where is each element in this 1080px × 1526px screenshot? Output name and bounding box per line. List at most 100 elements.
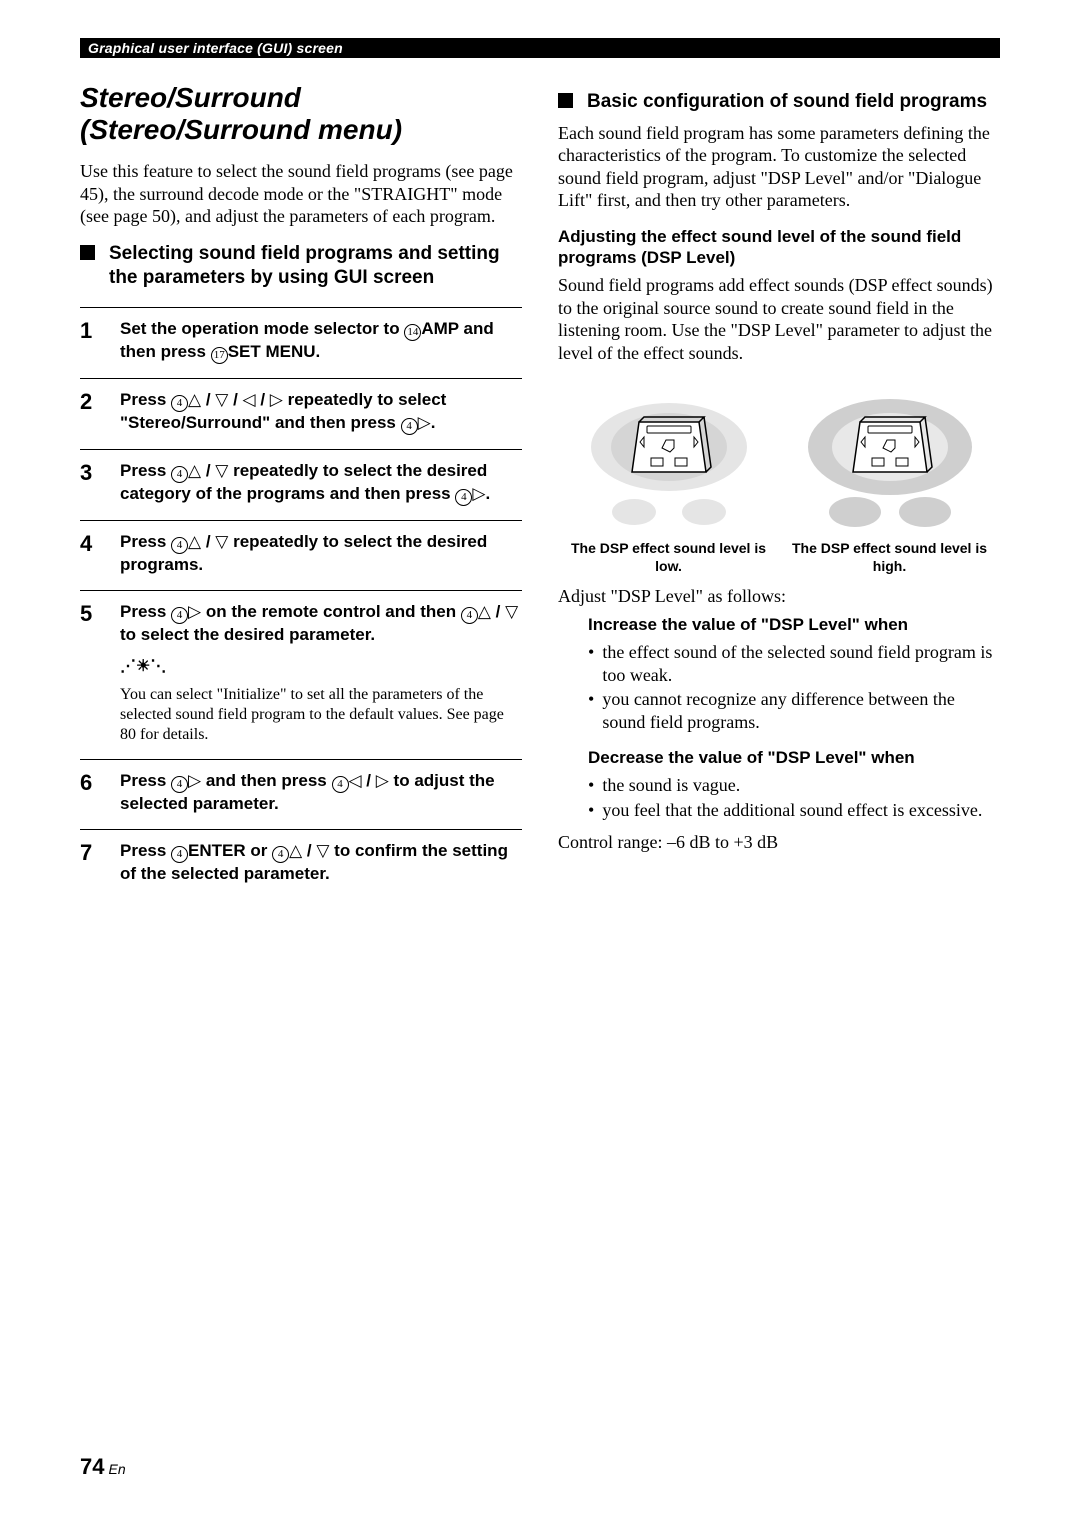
step-body: Press 4△ / ▽ repeatedly to select the de… [120, 460, 522, 506]
step-number: 4 [80, 531, 102, 576]
subhead-row: Selecting sound field programs and setti… [80, 242, 522, 290]
left-icon: ◁ [243, 389, 256, 411]
step-text: Press [120, 771, 171, 790]
step-text: SET MENU [228, 342, 316, 361]
down-icon: ▽ [505, 601, 518, 623]
bullet-text: the sound is vague. [602, 774, 740, 797]
circled-14-icon: 14 [404, 324, 421, 341]
right-icon: ▷ [472, 483, 485, 505]
circled-17-icon: 17 [211, 347, 228, 364]
section-title: Stereo/Surround (Stereo/Surround menu) [80, 82, 522, 146]
step-2: 2 Press 4△ / ▽ / ◁ / ▷ repeatedly to sel… [80, 378, 522, 449]
bullet-text: the effect sound of the selected sound f… [602, 641, 1000, 686]
step-note: You can select "Initialize" to set all t… [120, 685, 522, 745]
step-text: to select the desired parameter. [120, 625, 375, 644]
right-icon: ▷ [270, 389, 283, 411]
down-icon: ▽ [316, 840, 329, 862]
adjust-line: Adjust "DSP Level" as follows: [558, 585, 1000, 608]
right-icon: ▷ [188, 770, 201, 792]
step-text: . [316, 342, 321, 361]
up-icon: △ [289, 840, 302, 862]
list-item: you feel that the additional sound effec… [588, 799, 1000, 822]
para1: Each sound field program has some parame… [558, 122, 1000, 212]
diagram-high: The DSP effect sound level is high. [790, 382, 990, 575]
intro-text: Use this feature to select the sound fie… [80, 160, 522, 228]
step-text: Press [120, 602, 171, 621]
step-text: . [431, 413, 436, 432]
header-bar: Graphical user interface (GUI) screen [80, 38, 1000, 58]
circled-4-icon: 4 [171, 846, 188, 863]
step-6: 6 Press 4▷ and then press 4◁ / ▷ to adju… [80, 759, 522, 829]
step-text: ENTER [188, 841, 246, 860]
circled-4-icon: 4 [171, 466, 188, 483]
down-icon: ▽ [215, 531, 228, 553]
step-body: Set the operation mode selector to 14AMP… [120, 318, 522, 364]
decrease-list: the sound is vague. you feel that the ad… [588, 774, 1000, 821]
decrease-head: Decrease the value of "DSP Level" when [588, 747, 1000, 768]
step-number: 7 [80, 840, 102, 885]
step-number: 5 [80, 601, 102, 745]
dsp-high-icon [805, 382, 975, 532]
step-number: 1 [80, 318, 102, 364]
step-text: Press [120, 390, 171, 409]
step-7: 7 Press 4ENTER or 4△ / ▽ to confirm the … [80, 829, 522, 899]
subhead: Basic configuration of sound field progr… [587, 90, 987, 114]
list-item: the sound is vague. [588, 774, 1000, 797]
circled-4-icon: 4 [332, 776, 349, 793]
step-text: Press [120, 532, 171, 551]
circled-4-icon: 4 [272, 846, 289, 863]
up-icon: △ [188, 531, 201, 553]
step-body: Press 4▷ and then press 4◁ / ▷ to adjust… [120, 770, 522, 815]
circled-4-icon: 4 [461, 607, 478, 624]
list-item: the effect sound of the selected sound f… [588, 641, 1000, 686]
up-icon: △ [478, 601, 491, 623]
step-text: Press [120, 841, 171, 860]
page-num-value: 74 [80, 1454, 104, 1479]
caption-high: The DSP effect sound level is high. [790, 540, 990, 575]
bullet-text: you feel that the additional sound effec… [602, 799, 982, 822]
step-number: 6 [80, 770, 102, 815]
step-text: Press [120, 461, 171, 480]
diagram-low: The DSP effect sound level is low. [569, 382, 769, 575]
para2: Sound field programs add effect sounds (… [558, 274, 1000, 364]
right-column: Basic configuration of sound field progr… [558, 82, 1000, 900]
dsp-low-icon [584, 382, 754, 532]
step-list: 1 Set the operation mode selector to 14A… [80, 307, 522, 899]
step-text: Set the operation mode selector to [120, 319, 404, 338]
step-4: 4 Press 4△ / ▽ repeatedly to select the … [80, 520, 522, 590]
up-icon: △ [188, 389, 201, 411]
down-icon: ▽ [215, 460, 228, 482]
step-body: Press 4ENTER or 4△ / ▽ to confirm the se… [120, 840, 522, 885]
square-bullet-icon [558, 93, 573, 108]
circled-4-icon: 4 [171, 607, 188, 624]
up-icon: △ [188, 460, 201, 482]
step-5: 5 Press 4▷ on the remote control and the… [80, 590, 522, 759]
left-icon: ◁ [349, 770, 362, 792]
step-body: Press 4▷ on the remote control and then … [120, 601, 522, 745]
content-columns: Stereo/Surround (Stereo/Surround menu) U… [80, 82, 1000, 900]
step-number: 2 [80, 389, 102, 435]
right-icon: ▷ [376, 770, 389, 792]
step-text: . [485, 484, 490, 503]
caption-low: The DSP effect sound level is low. [569, 540, 769, 575]
step-number: 3 [80, 460, 102, 506]
increase-head: Increase the value of "DSP Level" when [588, 614, 1000, 635]
circled-4-icon: 4 [171, 776, 188, 793]
increase-block: Increase the value of "DSP Level" when t… [558, 614, 1000, 822]
right-icon: ▷ [418, 412, 431, 434]
circled-4-icon: 4 [455, 489, 472, 506]
bullet-text: you cannot recognize any difference betw… [602, 688, 1000, 733]
increase-list: the effect sound of the selected sound f… [588, 641, 1000, 733]
diagram-row: The DSP effect sound level is low. [558, 382, 1000, 575]
subhead-row: Basic configuration of sound field progr… [558, 90, 1000, 114]
step-body: Press 4△ / ▽ / ◁ / ▷ repeatedly to selec… [120, 389, 522, 435]
right-icon: ▷ [188, 601, 201, 623]
step-text: on the remote control and then [201, 602, 461, 621]
step-body: Press 4△ / ▽ repeatedly to select the de… [120, 531, 522, 576]
tip-icon: ⋰☀⋱ [120, 657, 522, 678]
left-column: Stereo/Surround (Stereo/Surround menu) U… [80, 82, 522, 900]
circled-4-icon: 4 [171, 537, 188, 554]
step-text: or [246, 841, 272, 860]
list-item: you cannot recognize any difference betw… [588, 688, 1000, 733]
page-number: 74En [80, 1454, 126, 1480]
